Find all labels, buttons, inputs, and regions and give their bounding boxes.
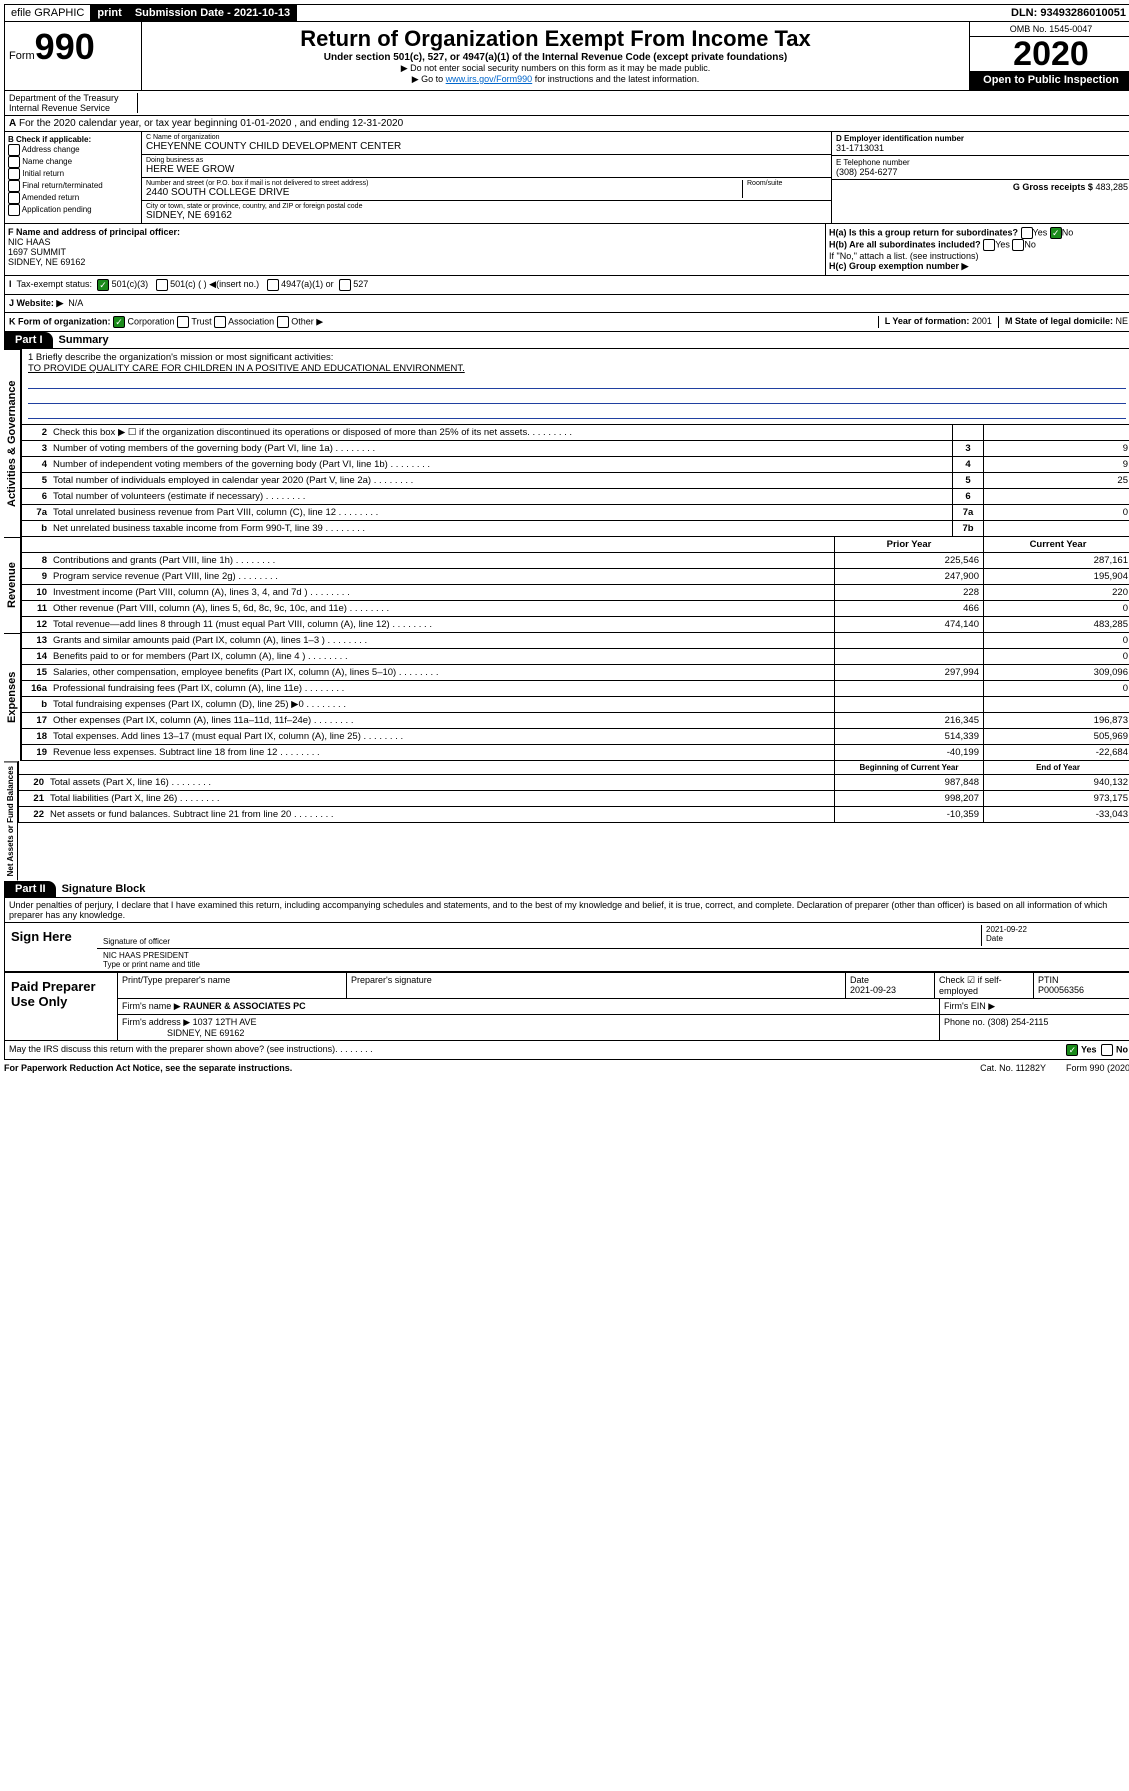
website: N/A xyxy=(68,298,83,309)
data-line: 20Total assets (Part X, line 16)987,8489… xyxy=(18,775,1129,791)
form-header: Form990 Return of Organization Exempt Fr… xyxy=(4,22,1129,91)
state-domicile: NE xyxy=(1115,316,1128,326)
dba: HERE WEE GROW xyxy=(146,164,827,175)
chk-address-change[interactable] xyxy=(8,144,20,156)
col-c-org-info: C Name of organization CHEYENNE COUNTY C… xyxy=(142,132,832,223)
mission-box: 1 Briefly describe the organization's mi… xyxy=(21,349,1129,425)
dln-number: DLN: 93493286010051 xyxy=(1005,5,1129,21)
part-2-header: Part II Signature Block xyxy=(4,881,1129,898)
rev-header-row: Prior Year Current Year xyxy=(21,537,1129,553)
col-d-contact: D Employer identification number 31-1713… xyxy=(832,132,1129,223)
net-header-row: Beginning of Current Year End of Year xyxy=(18,761,1129,775)
chk-name-change[interactable] xyxy=(8,156,20,168)
net-section-label: Net Assets or Fund Balances xyxy=(4,761,18,880)
main-info-block: B Check if applicable: Address change Na… xyxy=(4,132,1129,224)
data-line: 14Benefits paid to or for members (Part … xyxy=(21,649,1129,665)
mission-text: TO PROVIDE QUALITY CARE FOR CHILDREN IN … xyxy=(28,363,1126,374)
tax-year: 2020 xyxy=(970,37,1129,71)
chk-initial-return[interactable] xyxy=(8,168,20,180)
form-title: Return of Organization Exempt From Incom… xyxy=(146,26,965,52)
dept-irs-row: Department of the Treasury Internal Reve… xyxy=(4,91,1129,116)
exp-section-label: Expenses xyxy=(4,633,21,761)
gross-receipts: 483,285 xyxy=(1095,182,1128,192)
data-line: 16aProfessional fundraising fees (Part I… xyxy=(21,681,1129,697)
firm-address: 1037 12TH AVE xyxy=(193,1017,257,1027)
officer-name: NIC HAAS xyxy=(8,237,51,247)
chk-group-no[interactable] xyxy=(1050,227,1062,239)
ssn-note: ▶ Do not enter social security numbers o… xyxy=(146,63,965,74)
open-public: Open to Public Inspection xyxy=(970,71,1129,90)
telephone: (308) 254-6277 xyxy=(836,167,1128,177)
k-org-row: K Form of organization: Corporation Trus… xyxy=(4,313,1129,332)
gov-line: 2Check this box ▶ ☐ if the organization … xyxy=(21,425,1129,441)
data-line: 9Program service revenue (Part VIII, lin… xyxy=(21,569,1129,585)
data-line: 21Total liabilities (Part X, line 26)998… xyxy=(18,791,1129,807)
form-number-box: Form990 xyxy=(5,22,142,90)
rev-section-label: Revenue xyxy=(4,537,21,633)
ein: 31-1713031 xyxy=(836,143,1128,153)
data-line: 10Investment income (Part VIII, column (… xyxy=(21,585,1129,601)
gov-line: 3Number of voting members of the governi… xyxy=(21,441,1129,457)
efile-label: efile GRAPHIC xyxy=(5,5,91,21)
part-1-header: Part I Summary xyxy=(4,332,1129,349)
year-box: OMB No. 1545-0047 2020 Open to Public In… xyxy=(970,22,1129,90)
org-name: CHEYENNE COUNTY CHILD DEVELOPMENT CENTER xyxy=(146,141,827,152)
goto-note: ▶ Go to www.irs.gov/Form990 for instruct… xyxy=(146,74,965,85)
data-line: 15Salaries, other compensation, employee… xyxy=(21,665,1129,681)
paid-preparer-block: Paid Preparer Use Only Print/Type prepar… xyxy=(4,973,1129,1041)
data-line: 22Net assets or fund balances. Subtract … xyxy=(18,807,1129,823)
chk-pending[interactable] xyxy=(8,204,20,216)
data-line: 18Total expenses. Add lines 13–17 (must … xyxy=(21,729,1129,745)
prep-date: 2021-09-23 xyxy=(850,985,896,995)
gov-line: 4Number of independent voting members of… xyxy=(21,457,1129,473)
year-formation: 2001 xyxy=(972,316,992,326)
data-line: 19Revenue less expenses. Subtract line 1… xyxy=(21,745,1129,761)
data-line: 12Total revenue—add lines 8 through 11 (… xyxy=(21,617,1129,633)
form-title-box: Return of Organization Exempt From Incom… xyxy=(142,22,970,90)
form-subtitle: Under section 501(c), 527, or 4947(a)(1)… xyxy=(146,52,965,63)
discuss-row: May the IRS discuss this return with the… xyxy=(4,1041,1129,1060)
irs-link[interactable]: www.irs.gov/Form990 xyxy=(446,74,533,84)
chk-final-return[interactable] xyxy=(8,180,20,192)
footer: For Paperwork Reduction Act Notice, see … xyxy=(4,1060,1129,1076)
data-line: 13Grants and similar amounts paid (Part … xyxy=(21,633,1129,649)
gov-line: 7aTotal unrelated business revenue from … xyxy=(21,505,1129,521)
gov-line: 6Total number of volunteers (estimate if… xyxy=(21,489,1129,505)
data-line: 8Contributions and grants (Part VIII, li… xyxy=(21,553,1129,569)
data-line: 11Other revenue (Part VIII, column (A), … xyxy=(21,601,1129,617)
ptin: P00056356 xyxy=(1038,985,1084,995)
website-row: J Website: ▶ N/A xyxy=(4,295,1129,313)
data-line: bTotal fundraising expenses (Part IX, co… xyxy=(21,697,1129,713)
chk-discuss-yes[interactable] xyxy=(1066,1044,1078,1056)
row-f-h: F Name and address of principal officer:… xyxy=(4,224,1129,276)
firm-name: RAUNER & ASSOCIATES PC xyxy=(183,1001,306,1011)
top-bar: efile GRAPHIC print Submission Date - 20… xyxy=(4,4,1129,22)
submission-date: Submission Date - 2021-10-13 xyxy=(129,5,297,21)
street-address: 2440 SOUTH COLLEGE DRIVE xyxy=(146,187,742,198)
tax-exempt-status: I Tax-exempt status: 501(c)(3) 501(c) ( … xyxy=(4,276,1129,295)
firm-phone: (308) 254-2115 xyxy=(988,1017,1049,1027)
chk-amended[interactable] xyxy=(8,192,20,204)
gov-line: bNet unrelated business taxable income f… xyxy=(21,521,1129,537)
chk-corp[interactable] xyxy=(113,316,125,328)
gov-section-label: Activities & Governance xyxy=(4,349,21,537)
signature-block: Sign Here Signature of officer 2021-09-2… xyxy=(4,923,1129,973)
data-line: 17Other expenses (Part IX, column (A), l… xyxy=(21,713,1129,729)
city-state-zip: SIDNEY, NE 69162 xyxy=(146,210,827,221)
gov-line: 5Total number of individuals employed in… xyxy=(21,473,1129,489)
officer-print-name: NIC HAAS PRESIDENT xyxy=(103,951,189,960)
sign-date: 2021-09-22 xyxy=(986,925,1027,934)
perjury-text: Under penalties of perjury, I declare th… xyxy=(4,898,1129,923)
col-b-checkboxes: B Check if applicable: Address change Na… xyxy=(5,132,142,223)
chk-501c3[interactable] xyxy=(97,279,109,291)
section-a-period: A For the 2020 calendar year, or tax yea… xyxy=(4,116,1129,132)
print-button[interactable]: print xyxy=(91,5,128,21)
